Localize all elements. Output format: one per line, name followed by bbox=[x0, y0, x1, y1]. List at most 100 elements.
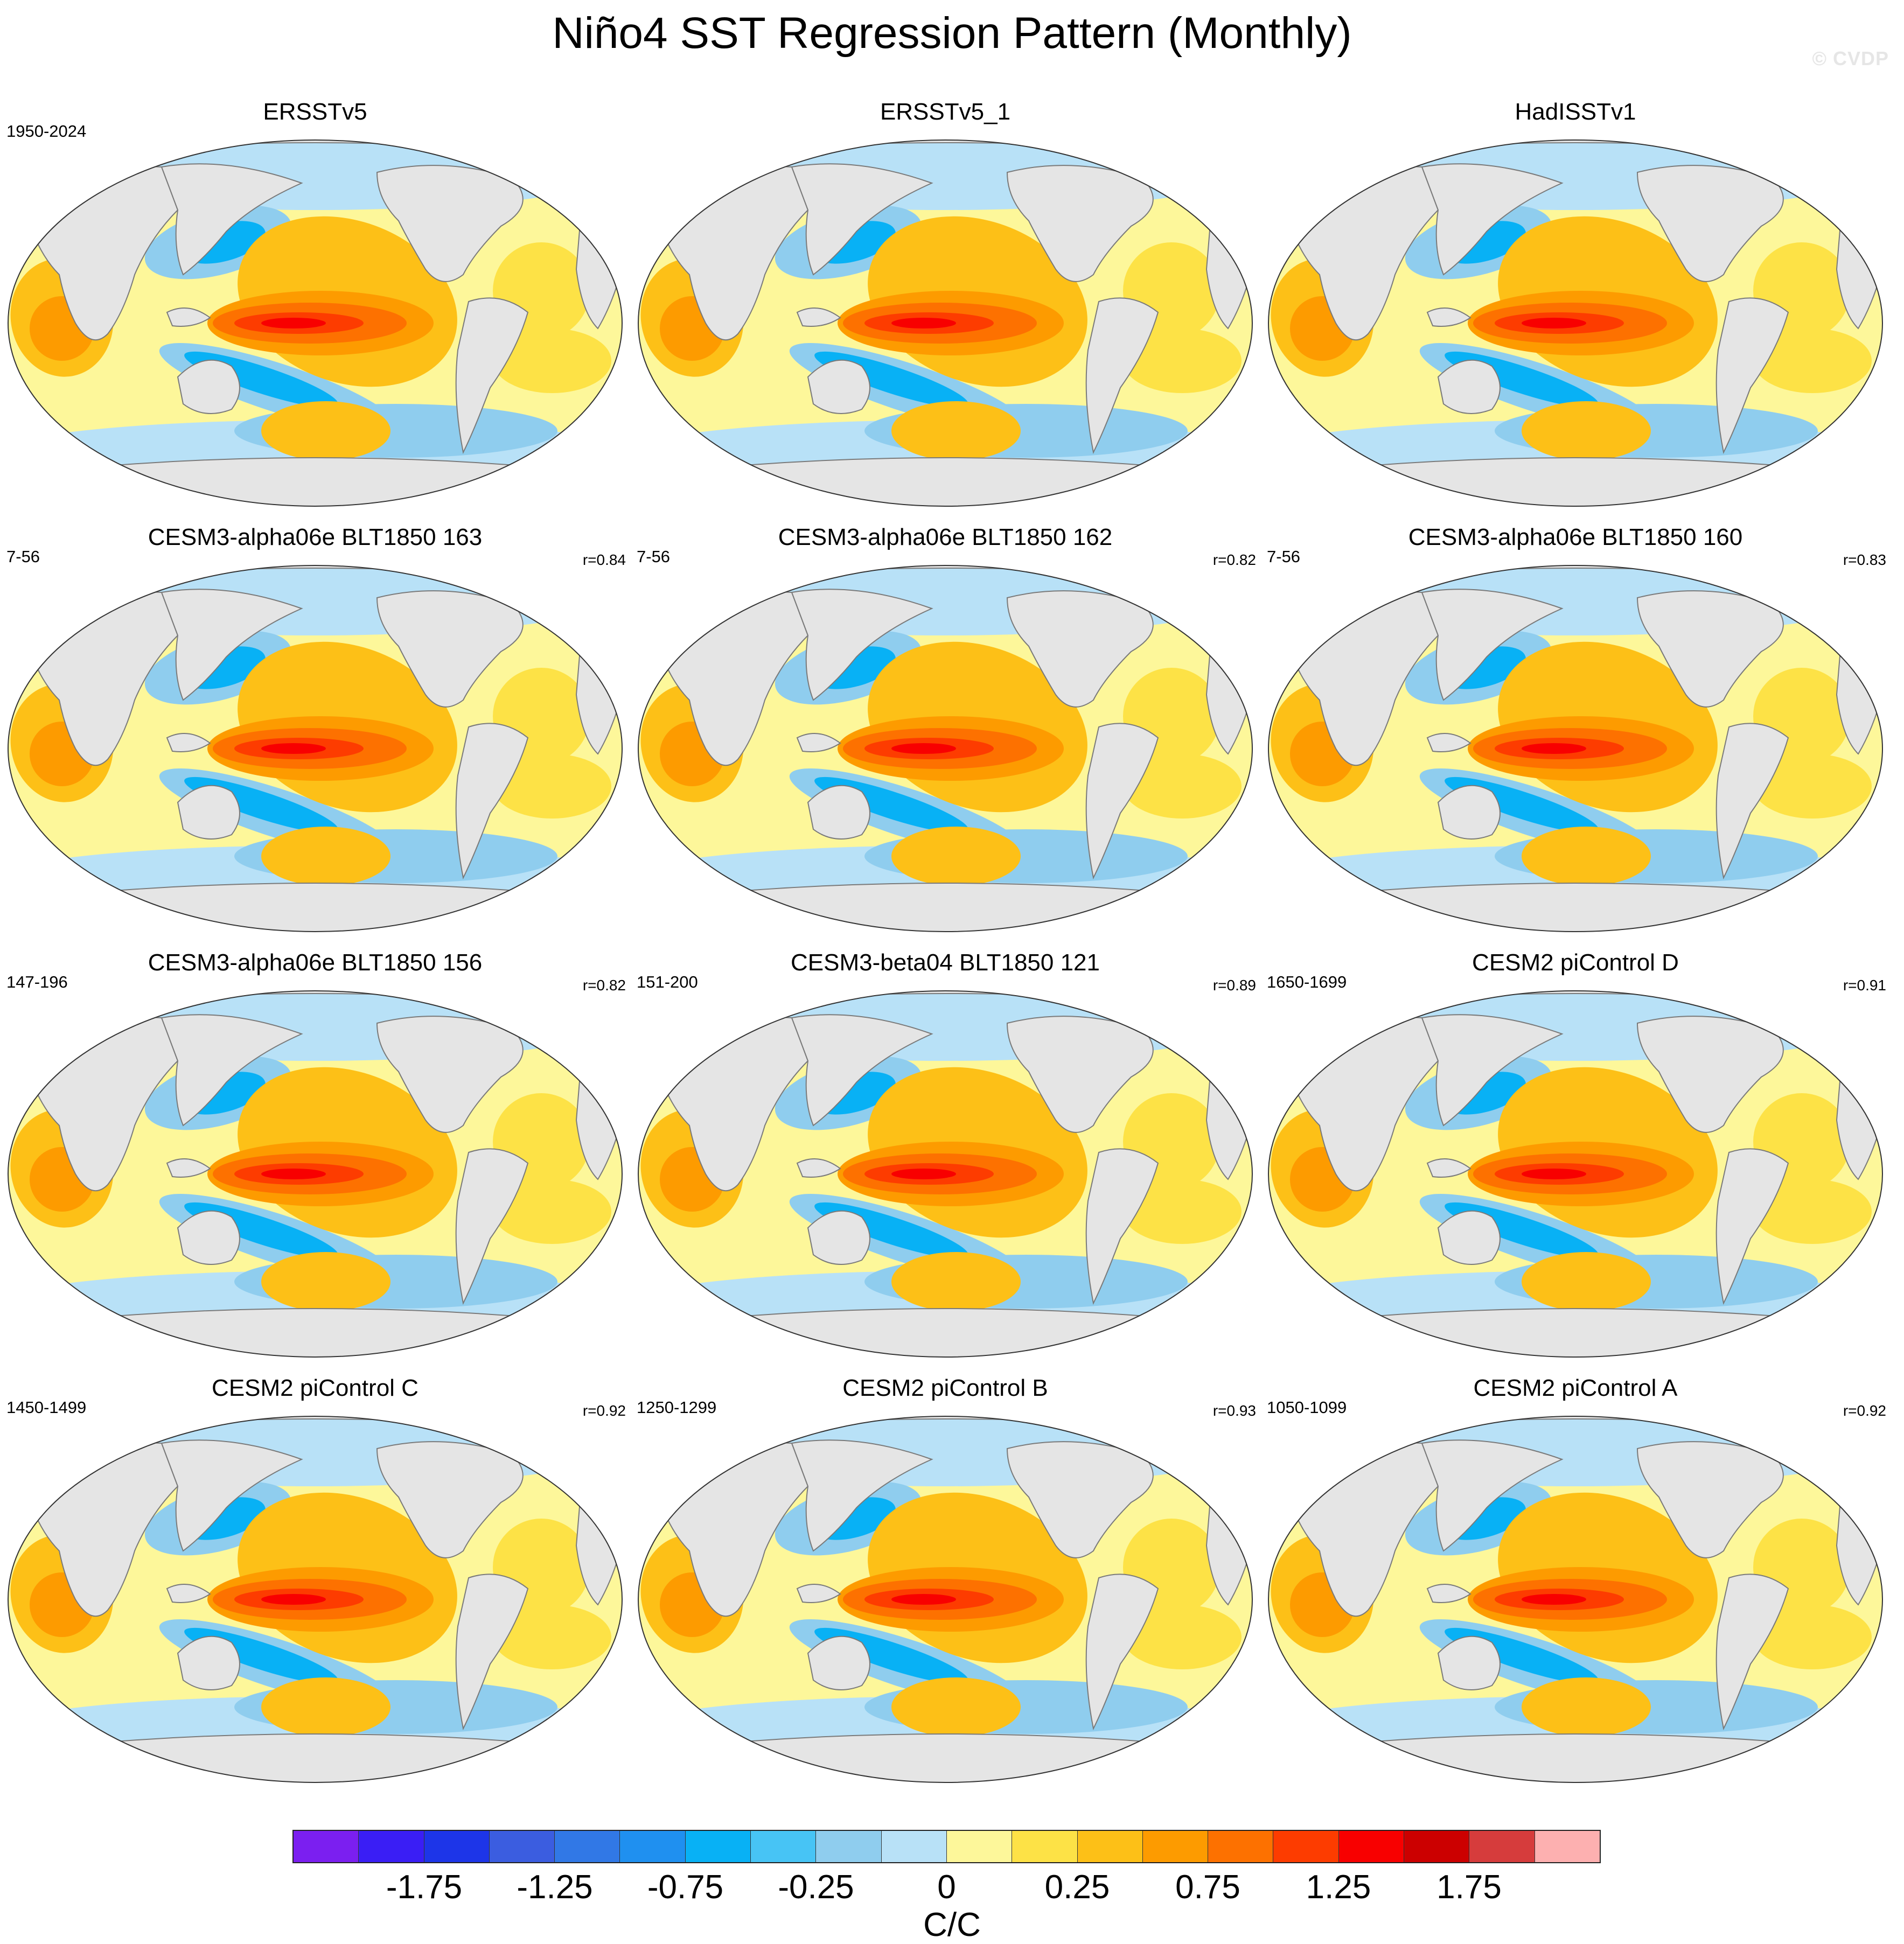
land-north-america bbox=[376, 590, 524, 708]
panel-correlation: r=0.84 bbox=[582, 551, 626, 568]
land-australia bbox=[1437, 1635, 1501, 1690]
panel-title: CESM3-alpha06e BLT1850 160 bbox=[1408, 524, 1743, 550]
colorbar-tick-label: -1.25 bbox=[517, 1869, 593, 1906]
warm-south-atlantic bbox=[1123, 1605, 1242, 1669]
land-north-america bbox=[1636, 1016, 1784, 1133]
land-australia bbox=[177, 1635, 240, 1690]
panel-years: 1050-1099 bbox=[1267, 1398, 1347, 1417]
panel-years: 1950-2024 bbox=[6, 122, 87, 141]
land-antarctica bbox=[21, 1308, 609, 1357]
land-asia-east bbox=[1421, 1439, 1564, 1552]
warm-south-pacific bbox=[261, 1252, 390, 1311]
map-panel: CESM2 piControl A 1050-1099 r=0.92 bbox=[1260, 1373, 1891, 1799]
regression-map bbox=[1268, 139, 1883, 507]
land-australia bbox=[177, 785, 240, 840]
colorbar-tick-label: -1.75 bbox=[386, 1869, 463, 1906]
land-antarctica bbox=[651, 1733, 1239, 1782]
warm-south-atlantic bbox=[1753, 754, 1872, 819]
colorbar-tick-label: 1.25 bbox=[1306, 1869, 1371, 1906]
colorbar-tick-label: 0 bbox=[937, 1869, 956, 1906]
warm-equatorial-max bbox=[891, 743, 956, 754]
warm-equatorial-max bbox=[1522, 743, 1586, 754]
panel-correlation: r=0.83 bbox=[1843, 551, 1886, 568]
regression-map bbox=[638, 1416, 1253, 1783]
land-antarctica bbox=[21, 1733, 609, 1782]
land-north-america bbox=[1636, 590, 1784, 708]
land-south-america bbox=[1715, 723, 1789, 880]
land-asia-east bbox=[161, 1014, 303, 1127]
panel-title: CESM3-alpha06e BLT1850 156 bbox=[148, 949, 483, 976]
land-maritime bbox=[796, 1584, 841, 1603]
panel-title: ERSSTv5 bbox=[263, 99, 367, 125]
land-asia-east bbox=[161, 589, 303, 701]
panel-years: 7-56 bbox=[637, 547, 671, 566]
panel-correlation: r=0.89 bbox=[1212, 977, 1256, 994]
land-asia-east bbox=[791, 1439, 933, 1552]
land-north-america bbox=[1636, 1441, 1784, 1558]
land-australia bbox=[177, 359, 240, 414]
colorbar-box bbox=[1142, 1831, 1209, 1862]
colorbar-tick-label: 0.25 bbox=[1044, 1869, 1110, 1906]
panel-title: ERSSTv5_1 bbox=[880, 99, 1011, 125]
panel-years: 147-196 bbox=[6, 973, 68, 991]
map-panel: CESM3-beta04 BLT1850 121 151-200 r=0.89 bbox=[630, 948, 1260, 1373]
land-south-america bbox=[1715, 297, 1789, 454]
land-north-america bbox=[376, 1441, 524, 1558]
map-panel: CESM2 piControl D 1650-1699 r=0.91 bbox=[1260, 948, 1891, 1373]
warm-south-atlantic bbox=[1753, 1605, 1872, 1669]
map-panel: CESM3-alpha06e BLT1850 156 147-196 r=0.82 bbox=[0, 948, 630, 1373]
regression-map bbox=[8, 139, 623, 507]
colorbar-box bbox=[620, 1831, 686, 1862]
land-australia bbox=[807, 359, 870, 414]
warm-south-pacific bbox=[1522, 1252, 1651, 1311]
panel-years: 151-200 bbox=[637, 973, 698, 991]
land-australia bbox=[1437, 785, 1501, 840]
warm-equatorial-max bbox=[1522, 318, 1586, 328]
land-asia-east bbox=[1421, 163, 1564, 276]
land-south-america bbox=[1085, 297, 1159, 454]
regression-map bbox=[8, 1416, 623, 1783]
land-australia bbox=[177, 1210, 240, 1265]
map-outline bbox=[1268, 1416, 1883, 1783]
panel-title: CESM3-beta04 BLT1850 121 bbox=[791, 949, 1100, 976]
land-antarctica bbox=[1281, 457, 1870, 506]
panel-title: CESM2 piControl D bbox=[1472, 949, 1679, 976]
cvdp-watermark: © CVDP bbox=[1812, 47, 1889, 69]
colorbar-box bbox=[1012, 1831, 1078, 1862]
warm-south-atlantic bbox=[1123, 1179, 1242, 1244]
map-panel: CESM2 piControl B 1250-1299 r=0.93 bbox=[630, 1373, 1260, 1799]
land-north-america bbox=[1006, 1016, 1154, 1133]
panel-correlation: r=0.92 bbox=[1843, 1402, 1886, 1419]
land-north-america bbox=[1006, 165, 1154, 282]
panel-correlation: r=0.92 bbox=[582, 1402, 626, 1419]
panel-correlation: r=0.91 bbox=[1843, 977, 1886, 994]
land-maritime bbox=[796, 733, 841, 752]
land-south-america bbox=[1085, 723, 1159, 880]
land-maritime bbox=[166, 1584, 211, 1603]
colorbar-box bbox=[946, 1831, 1013, 1862]
land-south-america bbox=[1085, 1574, 1159, 1731]
land-maritime bbox=[1426, 1584, 1471, 1603]
warm-south-atlantic bbox=[493, 1179, 611, 1244]
warm-south-pacific bbox=[1522, 401, 1651, 460]
colorbar-box bbox=[1338, 1831, 1405, 1862]
colorbar-box bbox=[685, 1831, 751, 1862]
warm-equatorial-max bbox=[1522, 1594, 1586, 1605]
warm-south-atlantic bbox=[493, 1605, 611, 1669]
colorbar-box bbox=[424, 1831, 490, 1862]
land-south-america bbox=[1715, 1148, 1789, 1305]
panel-years: 7-56 bbox=[6, 547, 40, 566]
regression-map bbox=[1268, 1416, 1883, 1783]
warm-equatorial-max bbox=[891, 1594, 956, 1605]
warm-south-pacific bbox=[261, 1677, 390, 1737]
warm-equatorial-max bbox=[261, 318, 326, 328]
colorbar-box bbox=[1273, 1831, 1339, 1862]
land-antarctica bbox=[21, 883, 609, 932]
warm-south-pacific bbox=[1522, 1677, 1651, 1737]
land-south-america bbox=[455, 1574, 529, 1731]
land-north-america bbox=[376, 165, 524, 282]
land-north-america bbox=[1636, 165, 1784, 282]
panel-title: CESM3-alpha06e BLT1850 163 bbox=[148, 524, 483, 550]
colorbar-box bbox=[1208, 1831, 1274, 1862]
panel-years: 1250-1299 bbox=[637, 1398, 717, 1417]
